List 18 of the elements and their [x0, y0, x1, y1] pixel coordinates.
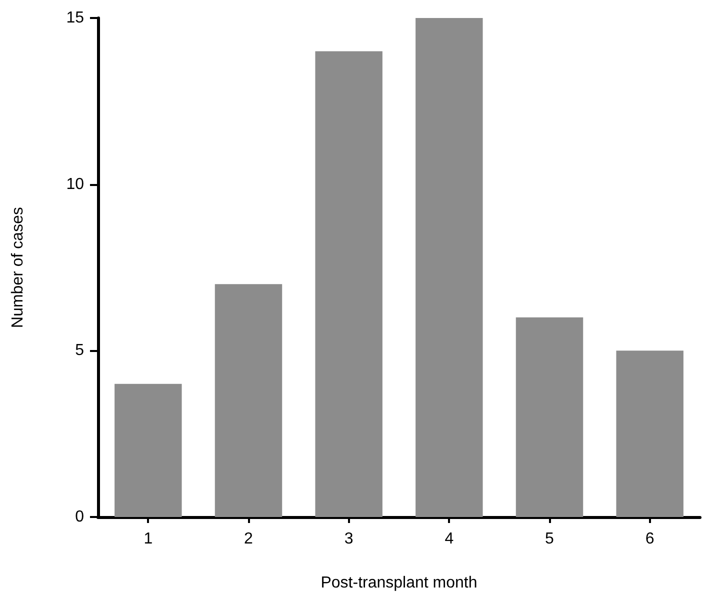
bar: [214, 284, 282, 517]
x-tick-label: 5: [545, 530, 554, 548]
x-axis-title: Post-transplant month: [320, 574, 478, 592]
bar: [315, 51, 382, 517]
y-tick-label: 10: [66, 176, 84, 193]
bar: [616, 350, 684, 517]
y-axis-title: Number of cases: [10, 207, 26, 328]
bar: [416, 18, 483, 517]
x-tick-label: 6: [645, 530, 654, 548]
y-tick-label: 5: [75, 342, 84, 360]
bar: [114, 384, 182, 517]
x-tick-label: 1: [144, 530, 153, 548]
x-tick-label: 3: [344, 530, 354, 548]
y-tick-label: 0: [75, 508, 84, 526]
y-tick-label: 15: [66, 10, 84, 26]
bar: [516, 317, 584, 517]
x-tick-label: 2: [244, 530, 254, 548]
x-tick-label: 4: [444, 530, 454, 548]
